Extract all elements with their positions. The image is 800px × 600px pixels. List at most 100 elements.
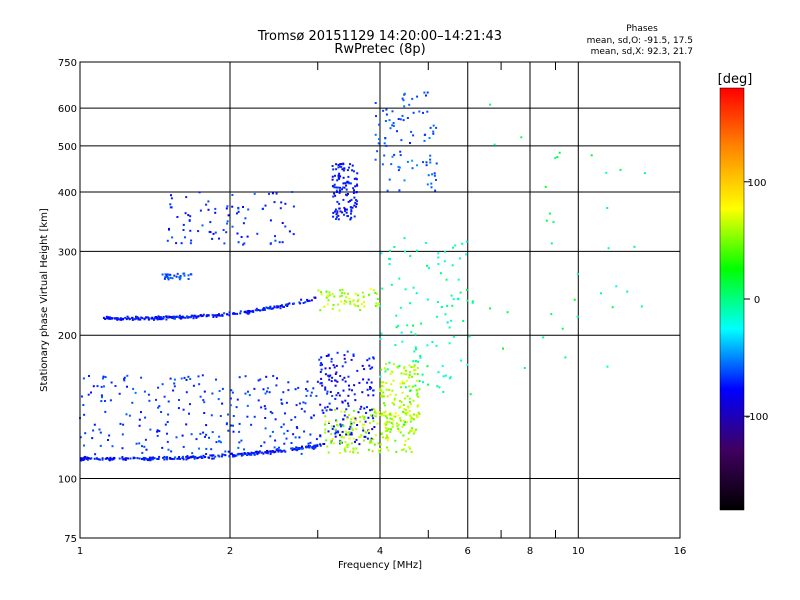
data-point <box>429 126 432 129</box>
data-point <box>371 428 374 431</box>
data-point <box>195 316 198 318</box>
data-point <box>397 118 400 120</box>
data-point <box>410 130 413 133</box>
data-point <box>347 215 349 218</box>
data-point <box>214 231 217 234</box>
data-point <box>344 430 347 433</box>
data-point <box>331 178 334 181</box>
data-point <box>132 456 135 459</box>
data-point <box>362 429 365 432</box>
data-point <box>386 395 389 398</box>
data-point <box>564 356 567 359</box>
data-point <box>459 291 462 294</box>
data-point <box>163 277 166 280</box>
data-point <box>160 317 163 320</box>
data-point <box>285 303 288 306</box>
data-point <box>190 433 193 436</box>
data-point <box>172 315 174 318</box>
data-point <box>162 317 165 320</box>
data-point <box>450 319 453 322</box>
data-point <box>410 429 413 432</box>
data-point <box>211 392 214 395</box>
data-point <box>421 373 424 376</box>
data-point <box>169 377 172 380</box>
data-point <box>269 219 272 222</box>
data-point <box>287 389 290 392</box>
data-point <box>412 432 415 435</box>
data-point <box>178 278 181 281</box>
data-point <box>135 317 138 320</box>
data-point <box>349 433 352 436</box>
data-point <box>388 119 391 122</box>
data-point <box>435 126 438 129</box>
data-point <box>223 242 226 245</box>
data-point <box>427 383 430 386</box>
data-point <box>399 306 402 309</box>
data-point <box>373 426 376 428</box>
data-point <box>309 433 312 436</box>
data-point <box>388 361 391 364</box>
data-point <box>86 458 89 461</box>
data-point <box>116 317 119 320</box>
data-point <box>590 154 593 157</box>
data-point <box>347 175 350 178</box>
data-point <box>345 296 348 299</box>
data-point <box>385 144 388 147</box>
data-point <box>362 296 365 298</box>
data-point <box>182 229 185 231</box>
data-point <box>171 236 174 239</box>
data-point <box>392 124 395 127</box>
data-point <box>374 415 377 418</box>
data-point <box>339 165 342 168</box>
data-point <box>166 440 169 443</box>
data-point <box>212 232 215 235</box>
data-point <box>410 415 413 418</box>
data-point <box>426 365 429 368</box>
data-point <box>357 411 360 414</box>
data-point <box>342 418 345 421</box>
data-point <box>166 421 169 423</box>
data-point <box>284 412 286 415</box>
data-point <box>334 373 337 375</box>
data-point <box>391 402 394 404</box>
data-point <box>573 298 576 301</box>
data-point <box>158 316 161 319</box>
data-point <box>155 316 158 319</box>
data-point <box>411 97 414 100</box>
data-point <box>430 186 433 189</box>
data-point <box>399 405 402 408</box>
data-point <box>190 239 193 242</box>
data-point <box>187 278 190 280</box>
data-point <box>378 451 381 454</box>
data-point <box>401 380 404 383</box>
data-point <box>352 299 355 302</box>
data-point <box>274 239 277 242</box>
data-point <box>229 404 232 407</box>
data-point <box>410 366 413 369</box>
data-point <box>392 122 395 124</box>
data-point <box>205 424 208 427</box>
data-point <box>429 154 432 157</box>
data-point <box>413 364 416 367</box>
data-point <box>442 375 445 378</box>
data-point <box>404 386 407 389</box>
data-point <box>402 119 405 122</box>
data-point <box>341 365 344 368</box>
data-point <box>320 377 323 380</box>
data-point <box>79 436 82 439</box>
data-point <box>330 409 333 411</box>
data-point <box>121 447 124 450</box>
data-point <box>226 222 228 225</box>
data-point <box>356 294 359 297</box>
y-tick-label: 200 <box>58 331 77 342</box>
data-point <box>191 452 194 455</box>
data-point <box>412 286 415 289</box>
data-point <box>140 376 143 379</box>
data-point <box>239 312 242 315</box>
data-point <box>445 278 448 281</box>
data-point <box>331 395 334 397</box>
data-point <box>442 390 445 393</box>
data-point <box>369 288 372 291</box>
data-point <box>162 316 165 319</box>
data-point <box>271 450 274 453</box>
